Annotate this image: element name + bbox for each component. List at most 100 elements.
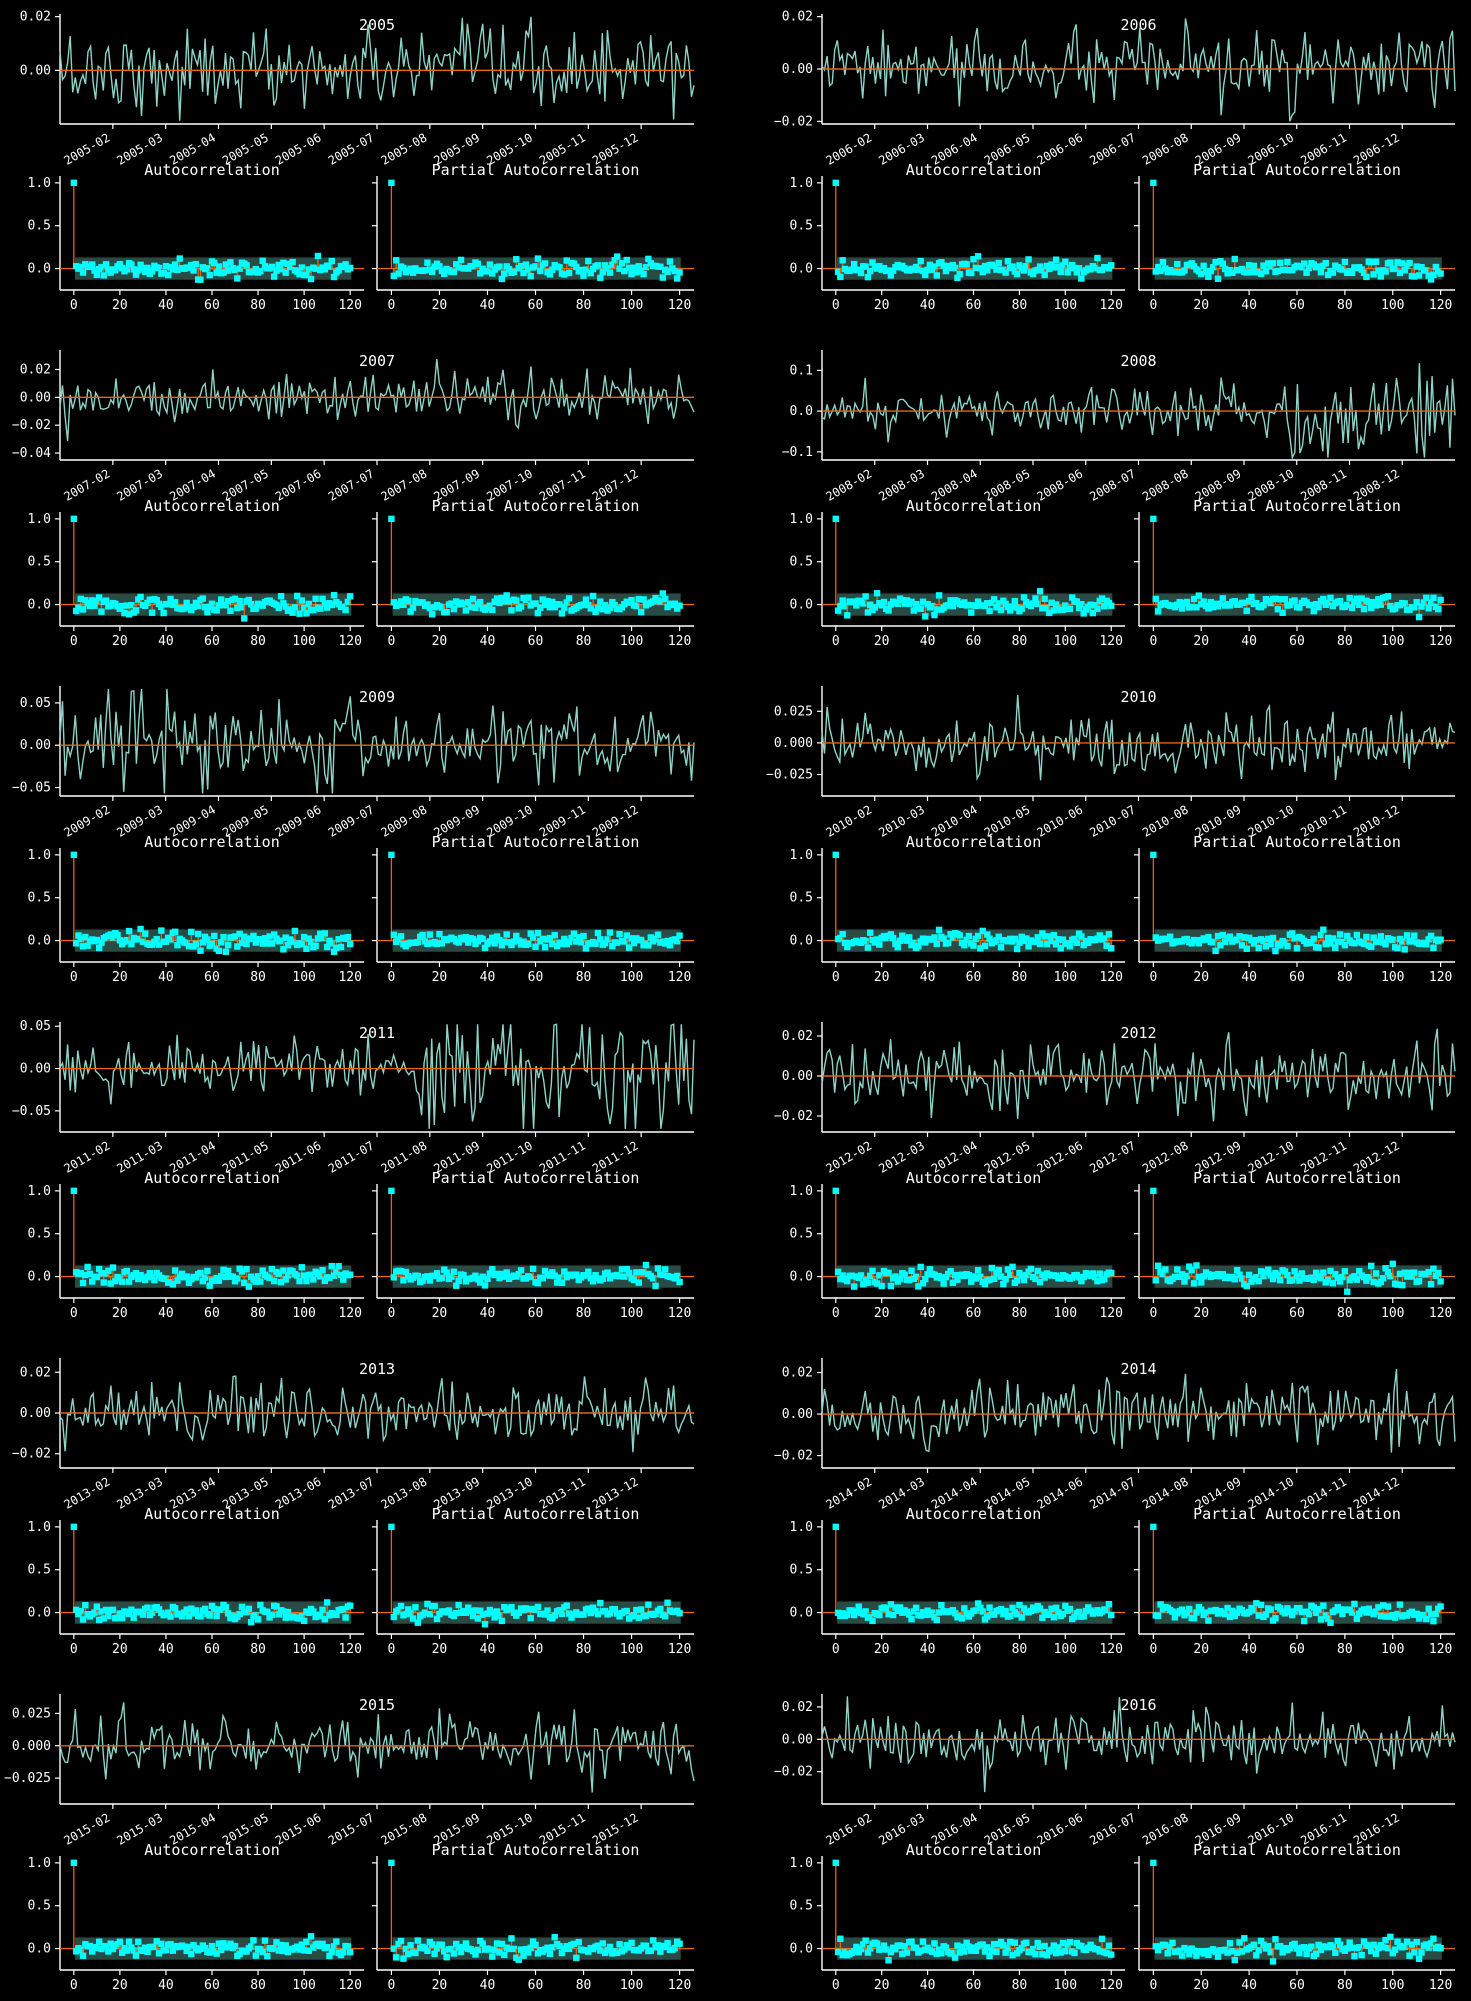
lag-marker	[1052, 941, 1060, 948]
lag-marker	[1154, 1262, 1162, 1269]
x-tick-label: 20	[432, 1642, 448, 1657]
lag-marker	[1348, 269, 1356, 277]
lag-marker	[443, 608, 450, 616]
lag-marker	[1075, 1274, 1083, 1281]
lag-marker	[218, 939, 225, 946]
lag-marker	[1408, 937, 1416, 945]
lag-marker	[940, 1280, 947, 1287]
lag-marker	[254, 1273, 262, 1280]
lag-marker	[537, 267, 544, 275]
lag-marker	[1286, 601, 1294, 609]
lag-marker	[1394, 944, 1401, 952]
lag-marker	[1281, 266, 1289, 274]
x-tick-label: 120	[338, 1306, 361, 1321]
lag-marker	[534, 929, 542, 937]
lag-marker	[342, 1614, 349, 1621]
x-tick-label: 120	[338, 298, 361, 313]
lag-marker	[146, 596, 154, 603]
lag-marker	[1041, 271, 1048, 279]
lag-marker	[300, 604, 308, 612]
lag-marker	[70, 1187, 78, 1195]
lag-marker	[592, 1272, 599, 1279]
lag-marker	[496, 937, 503, 944]
y-tick-label: 0.02	[20, 10, 51, 25]
lag-marker	[1011, 935, 1019, 943]
lag-marker	[949, 1279, 957, 1287]
lag-marker	[328, 1262, 335, 1270]
lag-marker	[109, 934, 117, 941]
lag-marker	[910, 607, 918, 614]
lag-marker	[312, 595, 319, 603]
lag-marker	[968, 609, 975, 616]
lag-marker	[541, 260, 549, 267]
lag-marker	[486, 938, 494, 945]
lag-marker	[224, 597, 232, 605]
lag-marker	[491, 1614, 498, 1621]
x-tick-label: 120	[338, 970, 361, 985]
y-tick-label: 0.00	[20, 1062, 51, 1077]
lag-marker	[273, 1603, 280, 1610]
lag-marker	[661, 595, 669, 603]
lag-marker	[673, 1272, 681, 1280]
lag-marker	[1384, 593, 1392, 600]
lag-marker	[167, 595, 174, 603]
lag-marker	[462, 607, 470, 614]
lag-marker	[527, 272, 534, 280]
lag-marker	[974, 253, 982, 260]
x-tick-label: 100	[292, 1642, 315, 1657]
lag-marker	[1231, 598, 1238, 605]
lag-marker	[314, 252, 322, 260]
return-series-line	[59, 1375, 695, 1453]
lag-marker	[450, 268, 458, 276]
lag-marker	[215, 263, 223, 270]
lag-marker	[676, 932, 683, 939]
acf-title: Autocorrelation	[906, 1169, 1041, 1187]
lag-marker	[1413, 263, 1420, 270]
lag-marker	[1032, 595, 1039, 602]
lag-marker	[229, 1612, 236, 1619]
lag-marker	[876, 941, 883, 948]
lag-marker	[928, 602, 936, 610]
lag-marker	[609, 943, 616, 950]
lag-marker	[575, 934, 582, 941]
lag-marker	[261, 935, 269, 942]
lag-marker	[167, 936, 174, 943]
lag-marker	[908, 598, 915, 606]
x-tick-label: 20	[1193, 298, 1209, 313]
lag-marker	[889, 934, 897, 942]
lag-marker	[1178, 605, 1186, 612]
lag-marker	[1284, 258, 1291, 266]
lag-marker	[220, 1266, 227, 1274]
lag-marker	[128, 940, 135, 948]
lag-marker	[1291, 935, 1298, 942]
lag-marker	[294, 1272, 301, 1279]
panel-title: 2010	[1120, 688, 1156, 706]
lag-marker	[72, 1606, 80, 1614]
lag-marker	[1041, 1274, 1048, 1281]
lag-marker	[645, 255, 652, 263]
lag-marker	[597, 274, 604, 282]
lag-marker	[234, 943, 241, 950]
lag-marker	[1207, 267, 1215, 275]
lag-marker	[254, 1616, 262, 1623]
lag-marker	[864, 273, 872, 281]
lag-marker	[551, 932, 558, 939]
lag-marker	[1050, 607, 1058, 614]
lag-marker	[1269, 934, 1277, 942]
lag-marker	[100, 272, 107, 279]
x-tick-label: 20	[112, 970, 128, 985]
lag-marker	[227, 607, 234, 614]
lag-marker	[414, 1619, 422, 1626]
lag-marker	[1055, 263, 1062, 270]
lag-marker	[546, 271, 554, 278]
lag-marker	[421, 1609, 429, 1616]
lag-marker	[635, 595, 642, 603]
lag-marker	[1332, 944, 1339, 951]
lag-marker	[1320, 1269, 1327, 1276]
lag-marker	[1253, 600, 1260, 607]
lag-marker	[1368, 604, 1375, 612]
lag-marker	[539, 1275, 546, 1282]
x-tick-label: 20	[1193, 1306, 1209, 1321]
lag-marker	[176, 255, 183, 262]
x-tick-label: 0	[832, 1306, 840, 1321]
